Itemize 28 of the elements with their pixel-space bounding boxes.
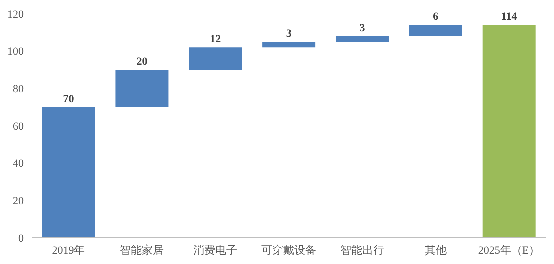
x-tick-label: 2025年（E） xyxy=(478,244,540,257)
y-tick-label: 0 xyxy=(18,232,24,245)
data-label: 70 xyxy=(63,93,75,106)
data-label: 12 xyxy=(210,34,222,46)
bar xyxy=(262,42,316,48)
bar xyxy=(336,36,389,42)
x-tick-label: 智能家居 xyxy=(120,244,164,257)
data-label: 114 xyxy=(501,11,518,24)
y-tick-label: 20 xyxy=(13,196,24,208)
x-tick-label: 消费电子 xyxy=(194,244,238,257)
bar xyxy=(42,107,96,238)
y-tick-label: 40 xyxy=(13,158,24,170)
bar xyxy=(482,25,536,238)
x-tick-label: 可穿戴设备 xyxy=(262,244,316,257)
x-tick-label: 智能出行 xyxy=(340,244,384,257)
bar xyxy=(116,70,169,108)
data-label: 20 xyxy=(136,56,148,68)
bar xyxy=(189,48,242,70)
data-label: 3 xyxy=(286,28,292,40)
y-tick-label: 60 xyxy=(13,120,24,133)
x-tick-label: 2019年 xyxy=(52,244,86,257)
y-tick-label: 100 xyxy=(8,46,24,58)
bar xyxy=(409,25,462,36)
x-tick-label: 其他 xyxy=(424,244,447,257)
data-label: 6 xyxy=(433,11,440,24)
y-tick-label: 80 xyxy=(13,84,24,96)
y-tick-label: 120 xyxy=(8,8,24,21)
data-label: 3 xyxy=(360,22,366,34)
